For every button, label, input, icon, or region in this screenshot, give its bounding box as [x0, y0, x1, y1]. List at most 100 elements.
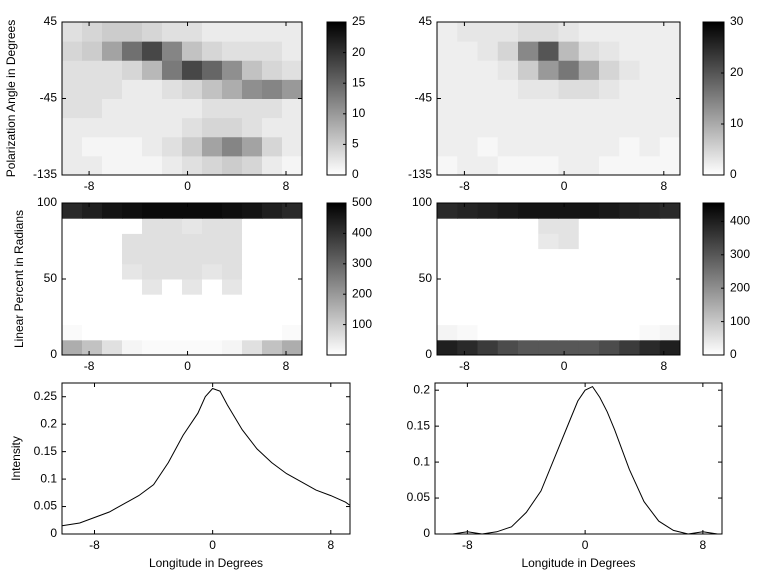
heatmap-cell: [202, 218, 223, 234]
heatmap-cell: [497, 279, 519, 295]
heatmap-cell: [242, 155, 263, 176]
heatmap-cell: [578, 309, 600, 326]
x-tick-label: 8: [700, 538, 707, 552]
heatmap-cell: [222, 60, 243, 80]
colorbar-tick-label: 0: [730, 347, 737, 361]
heatmap-cell: [558, 22, 580, 42]
heatmap-cell: [62, 79, 83, 99]
heatmap-cell: [619, 136, 640, 157]
heatmap-cell: [619, 279, 640, 295]
heatmap-cell: [619, 233, 640, 250]
heatmap-cell: [242, 324, 263, 341]
y-axis-label: Linear Percent in Radians: [12, 210, 26, 348]
heatmap-cell: [142, 218, 163, 234]
heatmap-cell: [518, 294, 539, 310]
heatmap-cell: [62, 279, 83, 295]
x-tick-label: 0: [582, 538, 589, 552]
heatmap-cell: [518, 98, 539, 119]
heatmap-cell: [578, 98, 600, 119]
heatmap-cell: [62, 218, 83, 234]
heatmap-cell: [222, 339, 243, 356]
heatmap-cell: [437, 41, 458, 61]
heatmap-cell: [282, 279, 303, 295]
heatmap-cell: [182, 263, 203, 280]
heatmap-cell: [262, 117, 283, 138]
heatmap-cell: [558, 117, 580, 138]
y-tick-label: 0: [423, 526, 430, 540]
heatmap-cell: [477, 136, 499, 157]
heatmap-cell: [518, 263, 539, 280]
heatmap-cell: [202, 339, 223, 356]
heatmap-cell: [82, 60, 103, 80]
heatmap-cell: [222, 218, 243, 234]
heatmap-cell: [262, 136, 283, 157]
heatmap-cell: [477, 294, 499, 310]
heatmap-cell: [282, 60, 303, 80]
heatmap-cell: [659, 218, 681, 234]
heatmap-cell: [202, 117, 223, 138]
colorbar-tick-label: 200: [352, 286, 372, 300]
heatmap-cell: [202, 248, 223, 265]
heatmap-cell: [457, 324, 478, 341]
heatmap-cell: [497, 136, 519, 157]
heatmap-cell: [182, 136, 203, 157]
heatmap-cell: [122, 263, 143, 280]
x-tick-label: -8: [84, 359, 95, 373]
heatmap-cell: [639, 203, 661, 219]
heatmap-cell: [659, 117, 681, 138]
heatmap-cell: [437, 233, 458, 250]
heatmap-cell: [558, 324, 580, 341]
heatmap-cell: [558, 279, 580, 295]
heatmap-cell: [619, 41, 640, 61]
heatmap-cell: [202, 22, 223, 42]
heatmap-cell: [122, 218, 143, 234]
heatmap-cell: [457, 248, 478, 265]
heatmap-cell: [202, 294, 223, 310]
heatmap-cell: [262, 218, 283, 234]
heatmap-cell: [122, 79, 143, 99]
heatmap-cell: [437, 136, 458, 157]
heatmap-cell: [619, 324, 640, 341]
heatmap-cell: [182, 79, 203, 99]
y-tick-label: 0.1: [40, 471, 57, 485]
heatmap-cell: [538, 263, 559, 280]
heatmap-cell: [497, 248, 519, 265]
heatmap-cell: [162, 324, 183, 341]
heatmap-cell: [82, 155, 103, 176]
y-axis-label: Polarization Angle in Degrees: [4, 20, 18, 177]
heatmap-cell: [619, 339, 640, 356]
heatmap-cell: [457, 60, 478, 80]
heatmap-cell: [82, 263, 103, 280]
heatmap-cell: [518, 309, 539, 326]
heatmap-cell: [242, 309, 263, 326]
line: [435, 385, 722, 535]
heatmap-cell: [497, 309, 519, 326]
heatmap-cell: [477, 60, 499, 80]
heatmap-cell: [558, 41, 580, 61]
heatmap-cell: [497, 22, 519, 42]
heatmap-cell: [437, 98, 458, 119]
heatmap-cell: [142, 294, 163, 310]
heatmap-cell: [222, 263, 243, 280]
heatmap-cell: [242, 339, 263, 356]
y-tick-label: 0.2: [413, 382, 430, 396]
heatmap-cell: [639, 79, 661, 99]
heatmap-cell: [142, 22, 163, 42]
heatmap-cell: [558, 263, 580, 280]
heatmap-cell: [202, 79, 223, 99]
y-tick-label: -45: [415, 91, 433, 105]
heatmap-cell: [262, 324, 283, 341]
heatmap-cell: [558, 155, 580, 176]
heatmap-cell: [599, 248, 620, 265]
heatmap-cell: [282, 117, 303, 138]
heatmap-cell: [82, 79, 103, 99]
heatmap-cell: [578, 60, 600, 80]
heatmap-cell: [262, 263, 283, 280]
heatmap-cell: [578, 279, 600, 295]
heatmap-cell: [262, 294, 283, 310]
y-tick-label: 45: [419, 14, 433, 28]
heatmap-cell: [659, 263, 681, 280]
heatmap-cell: [82, 339, 103, 356]
heatmap-cell: [619, 79, 640, 99]
heatmap-cell: [62, 233, 83, 250]
